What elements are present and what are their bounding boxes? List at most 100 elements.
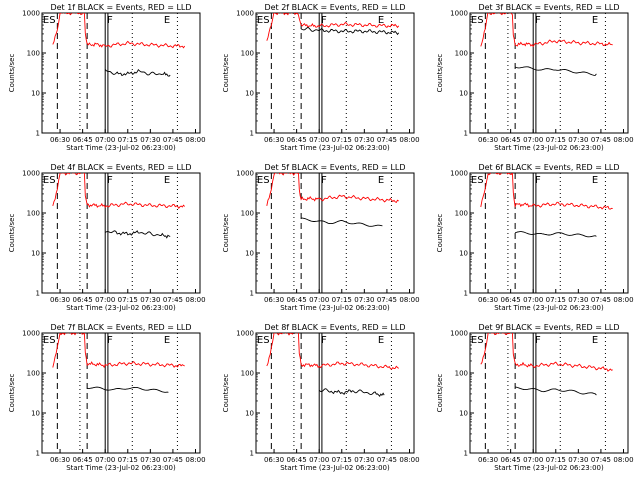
y-tick-label: 10: [245, 90, 254, 98]
x-tick-label: 07:15: [332, 456, 352, 464]
y-tick-label: 1: [464, 290, 468, 298]
y-axis-label: Counts/sec: [436, 374, 444, 413]
series-events: [515, 386, 597, 396]
x-tick-label: 06:45: [73, 456, 93, 464]
y-tick-label: 1000: [236, 10, 254, 18]
marker-label-f: F: [535, 175, 541, 186]
x-tick-label: 06:45: [501, 296, 521, 304]
x-tick-label: 08:00: [399, 136, 419, 144]
y-axis-label: Counts/sec: [222, 374, 230, 413]
marker-label-f: F: [107, 15, 113, 26]
panel-3: Det 3f BLACK = Events, RED = LLD 1 10 100 10…: [436, 3, 634, 152]
marker-label-e: E: [164, 335, 170, 346]
chart-title: Det 8f BLACK = Events, RED = LLD: [264, 323, 405, 332]
marker-label-e: E: [378, 15, 384, 26]
x-tick-label: 08:00: [185, 456, 205, 464]
marker-label-e: E: [592, 335, 598, 346]
x-axis-label: Start Time (23-Jul-02 06:23:00): [66, 464, 176, 472]
x-axis-label: Start Time (23-Jul-02 06:23:00): [494, 304, 604, 312]
y-tick-label: 1: [36, 130, 40, 138]
series-lld: [52, 173, 186, 209]
y-tick-label: 100: [455, 50, 468, 58]
panel-9: Det 9f BLACK = Events, RED = LLD 1 10 100 10…: [436, 323, 634, 472]
plot-frame: [255, 172, 415, 294]
y-tick-label: 10: [31, 90, 40, 98]
series-lld: [266, 333, 399, 370]
x-tick-label: 08:00: [185, 136, 205, 144]
y-tick-label: 1: [36, 290, 40, 298]
x-tick-label: 07:45: [163, 136, 183, 144]
x-tick-label: 06:45: [73, 296, 93, 304]
plot-frame: [255, 12, 415, 134]
x-tick-label: 06:30: [264, 296, 284, 304]
plot-frame: [469, 332, 629, 454]
marker-label-es: ES: [471, 175, 484, 186]
y-tick-label: 1: [250, 450, 254, 458]
x-tick-label: 07:30: [354, 136, 374, 144]
x-tick-label: 06:45: [501, 456, 521, 464]
marker-label-f: F: [535, 335, 541, 346]
x-tick-label: 07:45: [377, 136, 397, 144]
x-tick-label: 07:00: [523, 136, 543, 144]
y-tick-label: 100: [27, 370, 40, 378]
chart-title: Det 5f BLACK = Events, RED = LLD: [264, 163, 405, 172]
x-tick-label: 06:30: [50, 456, 70, 464]
plot-frame: [255, 332, 415, 454]
x-tick-label: 07:15: [118, 296, 138, 304]
marker-label-f: F: [321, 15, 327, 26]
x-tick-label: 08:00: [613, 296, 633, 304]
x-tick-label: 08:00: [399, 456, 419, 464]
plot-frame: [41, 332, 201, 454]
x-tick-label: 07:45: [163, 456, 183, 464]
series-events: [514, 66, 597, 76]
x-tick-label: 07:30: [140, 136, 160, 144]
x-tick-label: 07:30: [568, 456, 588, 464]
chart-title: Det 2f BLACK = Events, RED = LLD: [264, 3, 405, 12]
marker-label-f: F: [321, 335, 327, 346]
panel-8: Det 8f BLACK = Events, RED = LLD 1 10 100 10…: [222, 323, 420, 472]
x-tick-label: 07:00: [95, 296, 115, 304]
marker-label-f: F: [321, 175, 327, 186]
marker-label-f: F: [535, 15, 541, 26]
y-tick-label: 1000: [450, 330, 468, 338]
series-events: [300, 27, 400, 36]
x-axis-label: Start Time (23-Jul-02 06:23:00): [494, 144, 604, 152]
y-tick-label: 10: [31, 250, 40, 258]
series-events: [104, 68, 171, 77]
series-events: [301, 217, 383, 227]
marker-label-e: E: [592, 15, 598, 26]
x-tick-label: 06:30: [264, 456, 284, 464]
series-lld: [266, 173, 399, 206]
marker-label-e: E: [378, 335, 384, 346]
x-tick-label: 06:45: [287, 136, 307, 144]
series-lld: [52, 13, 186, 49]
x-tick-label: 07:30: [354, 296, 374, 304]
y-tick-label: 10: [31, 410, 40, 418]
x-tick-label: 07:15: [546, 136, 566, 144]
x-tick-label: 08:00: [613, 456, 633, 464]
x-tick-label: 07:30: [140, 296, 160, 304]
x-tick-label: 07:30: [354, 456, 374, 464]
x-tick-label: 06:45: [287, 296, 307, 304]
y-tick-label: 1000: [22, 10, 40, 18]
series-lld: [480, 173, 613, 210]
chart-title: Det 6f BLACK = Events, RED = LLD: [478, 163, 619, 172]
x-tick-label: 07:30: [568, 296, 588, 304]
plot-frame: [41, 172, 201, 294]
series-lld: [480, 333, 613, 372]
x-tick-label: 06:30: [478, 456, 498, 464]
y-tick-label: 1: [464, 130, 468, 138]
panel-2: Det 2f BLACK = Events, RED = LLD 1 10 100 10…: [222, 3, 420, 152]
y-tick-label: 100: [455, 370, 468, 378]
x-tick-label: 07:00: [523, 296, 543, 304]
plot-frame: [469, 12, 629, 134]
y-tick-label: 1000: [236, 170, 254, 178]
series-events: [104, 230, 171, 239]
x-axis-label: Start Time (23-Jul-02 06:23:00): [66, 144, 176, 152]
y-tick-label: 100: [241, 370, 254, 378]
x-tick-label: 07:15: [546, 296, 566, 304]
y-tick-label: 1000: [236, 330, 254, 338]
x-tick-label: 06:45: [287, 456, 307, 464]
x-axis-label: Start Time (23-Jul-02 06:23:00): [280, 144, 390, 152]
